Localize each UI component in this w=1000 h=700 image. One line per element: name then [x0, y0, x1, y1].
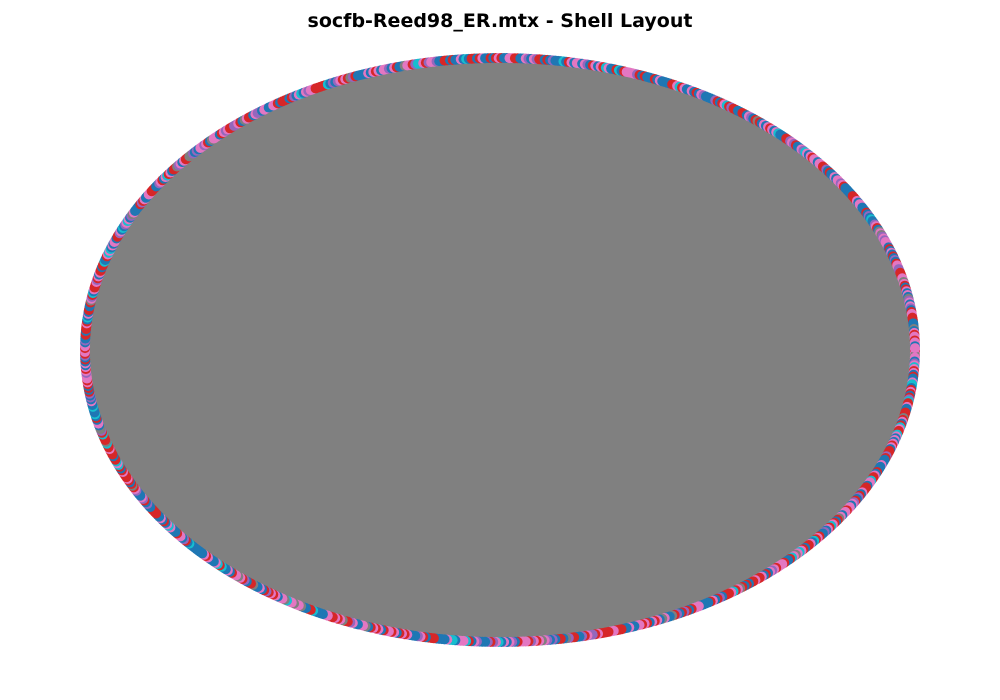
graph-node: [909, 343, 920, 354]
node-ring: [80, 53, 920, 647]
figure-title: socfb-Reed98_ER.mtx - Shell Layout: [307, 10, 693, 32]
edge-mass: [89, 59, 911, 641]
